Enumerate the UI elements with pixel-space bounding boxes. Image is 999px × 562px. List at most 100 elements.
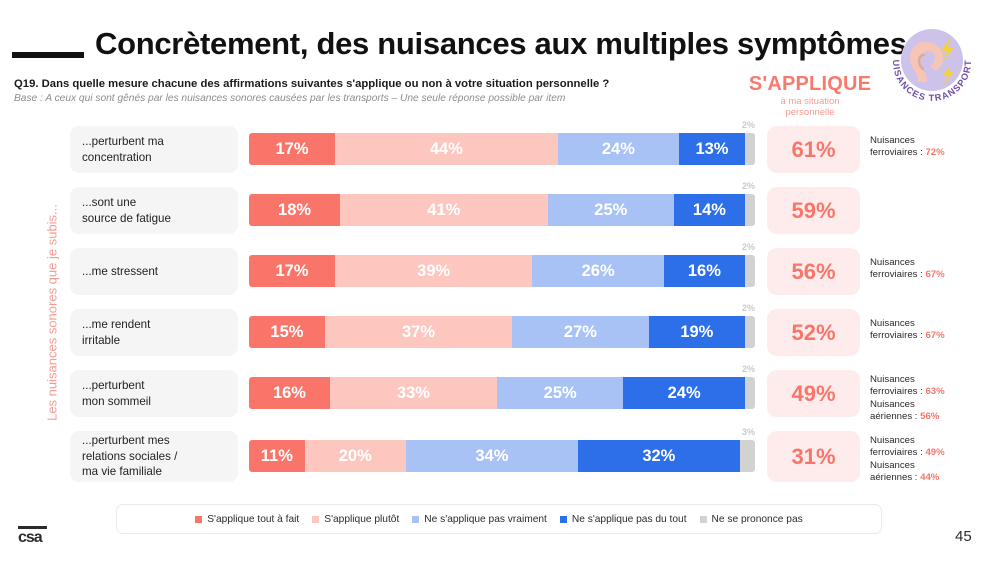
no-opinion-value: 3% (741, 427, 755, 437)
row-annotation: Nuisances ferroviaires : 49% Nuisances aéri… (870, 435, 998, 484)
bar-segment-value: 15% (270, 322, 304, 341)
bar-segment-value: 37% (401, 322, 436, 341)
annotation-label: Nuisances (870, 318, 915, 329)
annotation-label: Nuisances (870, 257, 915, 268)
bar-segment-value: 14% (692, 200, 726, 219)
legend-label: Ne s'applique pas vraiment (424, 513, 547, 525)
bar-segment-1: 44% (335, 133, 558, 165)
annotation-value-line: ferroviaires : 63% (870, 386, 945, 398)
row-label-line: ma vie familiale (82, 465, 162, 479)
bar-segment-value: 13% (695, 139, 729, 158)
annotation-label: Nuisances (870, 398, 915, 410)
bar-segment-1: 20% (304, 440, 406, 472)
row-label: ...me stressent (70, 248, 238, 295)
bar-segment-3: 14% (674, 194, 745, 226)
legend-swatch (312, 515, 320, 523)
bar-segment-2: 27% (512, 316, 649, 348)
applies-total-pill: 52% (767, 309, 860, 356)
bar-segment-value: 26% (581, 261, 615, 280)
row-label-line: mon sommeil (82, 394, 151, 408)
bar-segment-value: 41% (427, 200, 461, 219)
bar-segment-value: 25% (543, 383, 577, 402)
annotation-percent: 44% (920, 471, 940, 483)
legend-item-1[interactable]: S'applique plutôt (312, 514, 399, 525)
bar-segment-2: 34% (405, 440, 578, 472)
applies-title: S'APPLIQUE (748, 73, 872, 95)
bar-segment-2: 24% (557, 133, 680, 165)
ear-icon (910, 42, 943, 82)
applies-header: S'APPLIQUE à ma situation personnelle (742, 74, 878, 119)
bar-segment-1: 41% (340, 194, 548, 226)
annotation-entry: Nuisances ferroviaires : 67% (870, 257, 998, 282)
row-label: ...perturbent mon sommeil (70, 370, 238, 417)
legend-item-2[interactable]: Ne s'applique pas vraiment (412, 514, 547, 525)
annotation-value-line: ferroviaires : 49% (870, 447, 945, 459)
annotation-percent: 49% (925, 447, 945, 459)
row-annotation: Nuisances ferroviaires : 72% (870, 135, 998, 160)
no-opinion-value: 2% (741, 120, 755, 130)
bar-segment-4: 2% (742, 242, 755, 287)
bar-segment-value: 16% (272, 383, 306, 402)
row-label-line: ...perturbent ma (82, 134, 164, 148)
bar-segment-0: 17% (249, 133, 336, 165)
bar-segment-value: 39% (417, 261, 451, 280)
applies-total-value: 56% (791, 258, 836, 284)
bar-segment-value: 18% (278, 200, 312, 219)
stacked-bar: 17% 44% 24% 13% 2% (249, 120, 755, 165)
stacked-bar: 15% 37% 27% 19% 2% (249, 303, 755, 348)
page-title: Concrètement, des nuisances aux multiple… (95, 26, 907, 61)
bar-segment-0: 16% (249, 377, 330, 409)
row-label-line: ...me rendent (82, 317, 151, 331)
applies-subtitle-line2: personnelle (785, 106, 835, 118)
row-label-line: relations sociales / (82, 449, 178, 463)
annotation-percent: 67% (925, 330, 945, 342)
csa-logo-bar (18, 526, 47, 529)
bar-segment-0: 18% (249, 194, 341, 226)
bar-segment-value: 25% (594, 200, 628, 219)
legend-item-0[interactable]: S'applique tout à fait (195, 514, 299, 525)
bar-segment-4: 2% (742, 303, 755, 348)
applies-subtitle-line1: à ma situation (780, 96, 840, 107)
row-label: ...me rendent irritable (70, 309, 238, 356)
legend-swatch (699, 515, 707, 523)
row-annotation: Nuisances ferroviaires : 67% (870, 257, 998, 282)
annotation-entry: Nuisances ferroviaires : 63% (870, 374, 998, 399)
bar-segment-value: 24% (667, 383, 701, 402)
bar-segment-2: 26% (532, 255, 664, 287)
legend-swatch (195, 515, 203, 523)
bar-segment-3: 24% (623, 377, 745, 409)
applies-total-value: 61% (791, 136, 836, 162)
applies-total-value: 31% (791, 443, 836, 469)
csa-logo: csa (18, 526, 47, 546)
bar-segment-value: 17% (275, 261, 309, 280)
bar-segment-2: 25% (496, 377, 624, 409)
bar-segment-value: 32% (642, 446, 676, 465)
chart-legend: S'applique tout à fait S'applique plutôt N… (116, 504, 882, 534)
annotation-percent: 72% (925, 147, 945, 159)
bar-segment-value: 19% (680, 322, 714, 341)
row-label-line: ...sont une (82, 195, 137, 209)
legend-swatch (559, 515, 567, 523)
csa-logo-text: csa (18, 528, 43, 546)
legend-item-3[interactable]: Ne s'applique pas du tout (559, 514, 687, 525)
row-label: ...perturbent ma concentration (70, 126, 238, 173)
annotation-label: Nuisances (870, 374, 915, 385)
no-opinion-value: 2% (741, 364, 755, 374)
legend-item-4[interactable]: Ne se prononce pas (699, 513, 803, 525)
legend-label: Ne se prononce pas (711, 513, 803, 525)
bar-segment-4: 2% (742, 364, 755, 409)
bar-segment-value: 16% (687, 261, 721, 280)
row-annotation: Nuisances ferroviaires : 63% Nuisances aéri… (870, 374, 998, 423)
legend-label: S'applique tout à fait (207, 513, 300, 525)
bar-segment-1: 33% (329, 377, 497, 409)
annotation-value-line: ferroviaires : 67% (870, 269, 945, 281)
row-label: ...perturbent mes relations sociales / ma … (70, 431, 238, 482)
bar-segment-0: 17% (249, 255, 336, 287)
annotation-percent: 67% (925, 269, 945, 281)
row-label-line: irritable (82, 333, 121, 347)
row-label-line: ...me stressent (82, 264, 159, 278)
bar-segment-value: 34% (475, 446, 509, 465)
bar-segment-3: 13% (679, 133, 745, 165)
row-label-line: concentration (82, 150, 152, 164)
bar-segment-value: 33% (396, 383, 430, 402)
